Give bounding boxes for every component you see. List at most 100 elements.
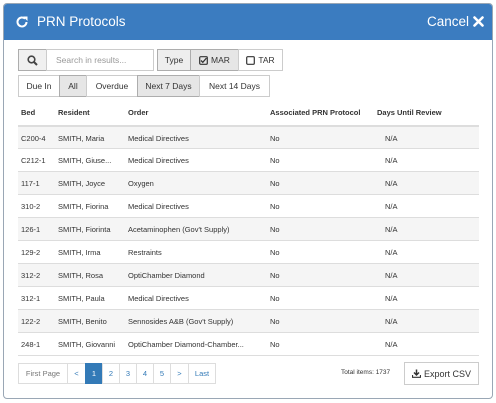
table-cell: N/A	[385, 225, 398, 234]
table-cell: N/A	[385, 179, 398, 188]
table-cell: 312-2	[21, 271, 41, 280]
search-icon	[27, 54, 38, 66]
table-cell: SMITH, Giovanni	[58, 340, 116, 349]
search-input[interactable]: Search in results...	[46, 49, 154, 71]
table-row[interactable]: 310-2 SMITH, Fiorina Medical Directives No N…	[18, 194, 479, 217]
filter-button[interactable]: Overdue	[86, 75, 138, 97]
table-cell: N/A	[385, 317, 398, 326]
cancel-button[interactable]: Cancel	[427, 14, 484, 29]
total-value: 1737	[375, 369, 391, 376]
table-row[interactable]: 117-1 SMITH, Joyce Oxygen No N/A	[18, 171, 479, 194]
table-cell: SMITH, Benito	[58, 317, 107, 326]
type-option: MAR	[211, 55, 230, 65]
table-cell: OptiChamber Diamond	[128, 271, 205, 280]
checkbox-checked	[199, 55, 208, 65]
table-cell: Medical Directives	[128, 202, 189, 211]
table-cell: Acetaminophen (Gov't Supply)	[128, 225, 230, 234]
cancel-label: Cancel	[427, 14, 470, 29]
table-cell: Oxygen	[128, 179, 154, 188]
table-bottom-border	[18, 355, 479, 356]
table-cell: Medical Directives	[128, 294, 189, 303]
table-cell: No	[270, 294, 280, 303]
table-cell: 129-2	[21, 248, 41, 257]
modal: PRN Protocols Cancel Search in results..…	[3, 3, 493, 399]
type-tar[interactable]: TAR	[238, 49, 283, 71]
checkbox-empty	[246, 55, 256, 65]
table-cell: N/A	[385, 202, 398, 211]
table-row[interactable]: C212-1 SMITH, Giuse... Medical Directives N…	[18, 148, 479, 171]
table-row[interactable]: 312-2 SMITH, Rosa OptiChamber Diamond No N/A	[18, 263, 479, 286]
total-label: Total items:	[341, 369, 374, 376]
page-button[interactable]: 4	[136, 363, 154, 384]
table-cell: SMITH, Maria	[58, 134, 105, 143]
download-icon	[411, 369, 421, 378]
column-header[interactable]: Order	[128, 108, 149, 117]
export-button[interactable]: Export CSV	[404, 362, 479, 385]
table-row[interactable]: 129-2 SMITH, Irma Restraints No N/A	[18, 240, 479, 263]
table-cell: Medical Directives	[128, 156, 189, 165]
filter-button[interactable]: Next 7 Days	[137, 75, 200, 97]
table-cell: 126-1	[21, 225, 41, 234]
page-button[interactable]: >	[170, 363, 189, 384]
type-mar[interactable]: MAR	[190, 49, 239, 71]
table-cell: SMITH, Irma	[58, 248, 101, 257]
column-header[interactable]: Resident	[58, 108, 90, 117]
refresh-icon	[16, 16, 28, 28]
table-cell: C212-1	[21, 156, 46, 165]
column-header[interactable]: Bed	[21, 108, 36, 117]
page-button[interactable]: 1	[85, 363, 103, 384]
export-label: Export CSV	[423, 368, 472, 379]
table-cell: N/A	[385, 156, 398, 165]
table-row[interactable]: C200-4 SMITH, Maria Medical Directives No N/…	[18, 125, 479, 148]
table-cell: No	[270, 202, 280, 211]
type-label: Type	[157, 49, 191, 71]
table-cell: 117-1	[21, 179, 40, 188]
column-header[interactable]: Associated PRN Protocol	[270, 108, 361, 117]
modal-title: PRN Protocols	[37, 14, 126, 29]
table-row[interactable]: 248-1 SMITH, Giovanni OptiChamber Diamond-…	[18, 332, 479, 355]
table-cell: 310-2	[21, 202, 41, 211]
table-cell: SMITH, Rosa	[58, 271, 104, 280]
close-icon	[473, 16, 484, 27]
table-cell: 122-2	[21, 317, 41, 326]
column-header[interactable]: Days Until Review	[377, 108, 442, 117]
table-cell: No	[270, 248, 280, 257]
table-cell: No	[270, 271, 280, 280]
table-cell: N/A	[385, 294, 398, 303]
page-button[interactable]: <	[67, 363, 86, 384]
page-button[interactable]: 5	[153, 363, 171, 384]
table-cell: Sennosides A&B (Gov't Supply)	[128, 317, 234, 326]
table-row[interactable]: 122-2 SMITH, Benito Sennosides A&B (Gov't …	[18, 309, 479, 332]
total-items: Total items: 1737	[341, 369, 390, 376]
table-row[interactable]: 126-1 SMITH, Fiorinta Acetaminophen (Gov't…	[18, 217, 479, 240]
filter-button[interactable]: Due In	[18, 75, 60, 97]
table-row[interactable]: 312-1 SMITH, Paula Medical Directives No N/A	[18, 286, 479, 309]
table-cell: N/A	[385, 248, 398, 257]
table-cell: OptiChamber Diamond-Chamber...	[128, 340, 244, 349]
table-cell: No	[270, 225, 280, 234]
table-cell: SMITH, Fiorinta	[58, 225, 111, 234]
table-cell: SMITH, Giuse...	[58, 156, 112, 165]
filter-button[interactable]: All	[59, 75, 87, 97]
page-button[interactable]: 2	[102, 363, 120, 384]
search-button[interactable]	[18, 49, 47, 71]
type-option: TAR	[258, 55, 275, 65]
table-cell: SMITH, Fiorina	[58, 202, 109, 211]
table-cell: 248-1	[21, 340, 41, 349]
filter-button[interactable]: Next 14 Days	[199, 75, 270, 97]
table-cell: Medical Directives	[128, 134, 189, 143]
table-cell: N/A	[385, 340, 398, 349]
table-cell: C200-4	[21, 134, 46, 143]
table-cell: No	[270, 179, 280, 188]
table-cell: SMITH, Joyce	[58, 179, 106, 188]
table-cell: N/A	[385, 271, 398, 280]
table-cell: SMITH, Paula	[58, 294, 105, 303]
table-cell: Restraints	[128, 248, 162, 257]
modal-header: PRN Protocols Cancel	[4, 4, 492, 40]
page-button[interactable]: 3	[119, 363, 137, 384]
page-button[interactable]: First Page	[18, 363, 68, 384]
table-cell: No	[270, 317, 280, 326]
table-cell: N/A	[385, 134, 398, 143]
page-button[interactable]: Last	[188, 363, 216, 384]
